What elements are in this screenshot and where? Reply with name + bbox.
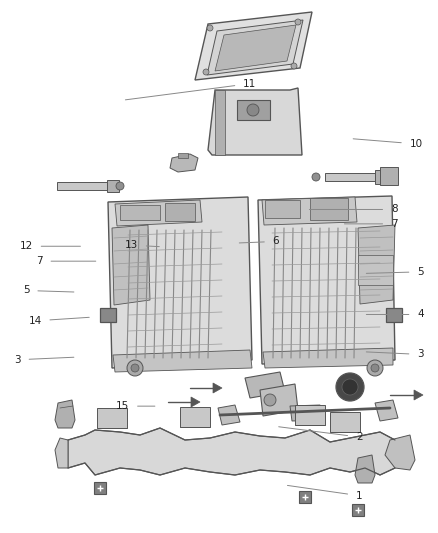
Polygon shape: [290, 405, 322, 421]
Circle shape: [116, 182, 124, 190]
Circle shape: [127, 360, 143, 376]
Bar: [386, 308, 402, 322]
Circle shape: [131, 364, 139, 372]
Text: 3: 3: [14, 355, 74, 365]
Circle shape: [264, 394, 276, 406]
Circle shape: [295, 19, 301, 25]
Bar: [180, 407, 210, 427]
Polygon shape: [68, 428, 395, 475]
Polygon shape: [245, 372, 285, 398]
Bar: [310, 198, 348, 220]
Bar: [94, 482, 106, 494]
Text: 7: 7: [344, 219, 398, 229]
Bar: [178, 153, 188, 158]
Polygon shape: [108, 197, 252, 368]
Text: 4: 4: [366, 310, 424, 319]
Polygon shape: [115, 200, 202, 226]
Polygon shape: [358, 225, 395, 304]
Polygon shape: [113, 350, 252, 372]
Bar: [57, 182, 107, 190]
Circle shape: [247, 104, 259, 116]
Circle shape: [291, 63, 297, 69]
Circle shape: [367, 360, 383, 376]
Circle shape: [371, 364, 379, 372]
Bar: [299, 491, 311, 503]
Polygon shape: [258, 196, 395, 364]
Polygon shape: [170, 154, 198, 172]
Text: 14: 14: [28, 316, 89, 326]
Text: 8: 8: [309, 205, 398, 214]
Bar: [325, 173, 375, 181]
Circle shape: [203, 69, 209, 75]
Bar: [165, 203, 195, 221]
Text: 10: 10: [353, 139, 423, 149]
Bar: [265, 200, 300, 218]
Circle shape: [312, 173, 320, 181]
Polygon shape: [218, 405, 240, 425]
Polygon shape: [385, 435, 415, 470]
Bar: [100, 308, 116, 322]
Text: 1: 1: [287, 486, 363, 500]
Polygon shape: [215, 90, 225, 155]
Polygon shape: [112, 225, 150, 305]
Text: 15: 15: [116, 401, 155, 411]
Polygon shape: [263, 348, 393, 368]
Text: 11: 11: [125, 79, 256, 100]
Polygon shape: [213, 383, 222, 393]
Polygon shape: [55, 438, 68, 468]
Text: 13: 13: [125, 240, 159, 250]
Bar: [120, 205, 160, 220]
Polygon shape: [260, 384, 298, 416]
Text: 12: 12: [20, 241, 81, 251]
Bar: [358, 255, 393, 285]
Text: 5: 5: [23, 286, 74, 295]
Polygon shape: [215, 25, 296, 71]
Polygon shape: [207, 20, 303, 75]
Text: 3: 3: [366, 350, 424, 359]
Polygon shape: [414, 390, 423, 400]
Circle shape: [342, 379, 358, 395]
Text: 5: 5: [366, 267, 424, 277]
Text: 7: 7: [36, 256, 96, 266]
Polygon shape: [355, 455, 375, 483]
Polygon shape: [195, 12, 312, 80]
Polygon shape: [191, 397, 200, 407]
Polygon shape: [237, 100, 270, 120]
Text: 2: 2: [279, 427, 363, 442]
Bar: [97, 408, 127, 428]
Circle shape: [207, 25, 213, 31]
Bar: [295, 405, 325, 425]
Bar: [107, 180, 119, 192]
Bar: [352, 504, 364, 516]
Bar: [380, 167, 398, 185]
Bar: [330, 412, 360, 432]
Text: 6: 6: [239, 237, 279, 246]
Polygon shape: [375, 400, 398, 421]
Circle shape: [336, 373, 364, 401]
Polygon shape: [262, 197, 357, 225]
Bar: [375, 170, 389, 184]
Polygon shape: [208, 88, 302, 155]
Polygon shape: [55, 400, 75, 428]
